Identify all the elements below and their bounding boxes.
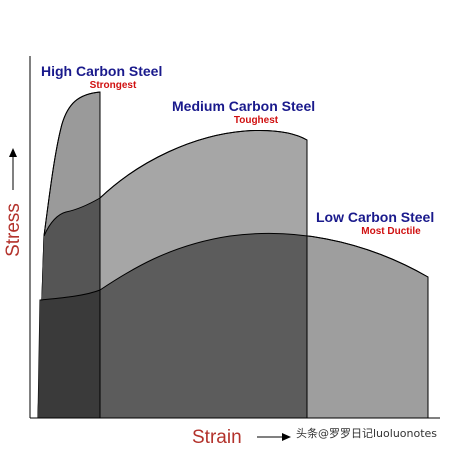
low-carbon-curve bbox=[39, 232, 429, 418]
low-carbon-subtitle: Most Ductile bbox=[361, 226, 421, 237]
medium-carbon-title: Medium Carbon Steel bbox=[172, 98, 315, 114]
watermark-text: 头条@罗罗日记luoluonotes bbox=[296, 426, 437, 440]
x-axis-arrow-icon bbox=[257, 433, 291, 441]
y-axis-label: Stress bbox=[3, 203, 24, 257]
y-axis-arrow-icon bbox=[9, 148, 17, 190]
low-carbon-title: Low Carbon Steel bbox=[316, 209, 434, 225]
medium-low-overlap-region bbox=[100, 233, 307, 418]
medium-carbon-curve bbox=[43, 130, 308, 418]
medium-carbon-subtitle: Toughest bbox=[234, 115, 279, 126]
high-carbon-curve bbox=[43, 91, 101, 418]
all-overlap-region bbox=[38, 290, 100, 418]
high-carbon-subtitle: Strongest bbox=[90, 80, 137, 91]
high-carbon-title: High Carbon Steel bbox=[41, 63, 162, 79]
x-axis-label: Strain bbox=[192, 427, 242, 448]
